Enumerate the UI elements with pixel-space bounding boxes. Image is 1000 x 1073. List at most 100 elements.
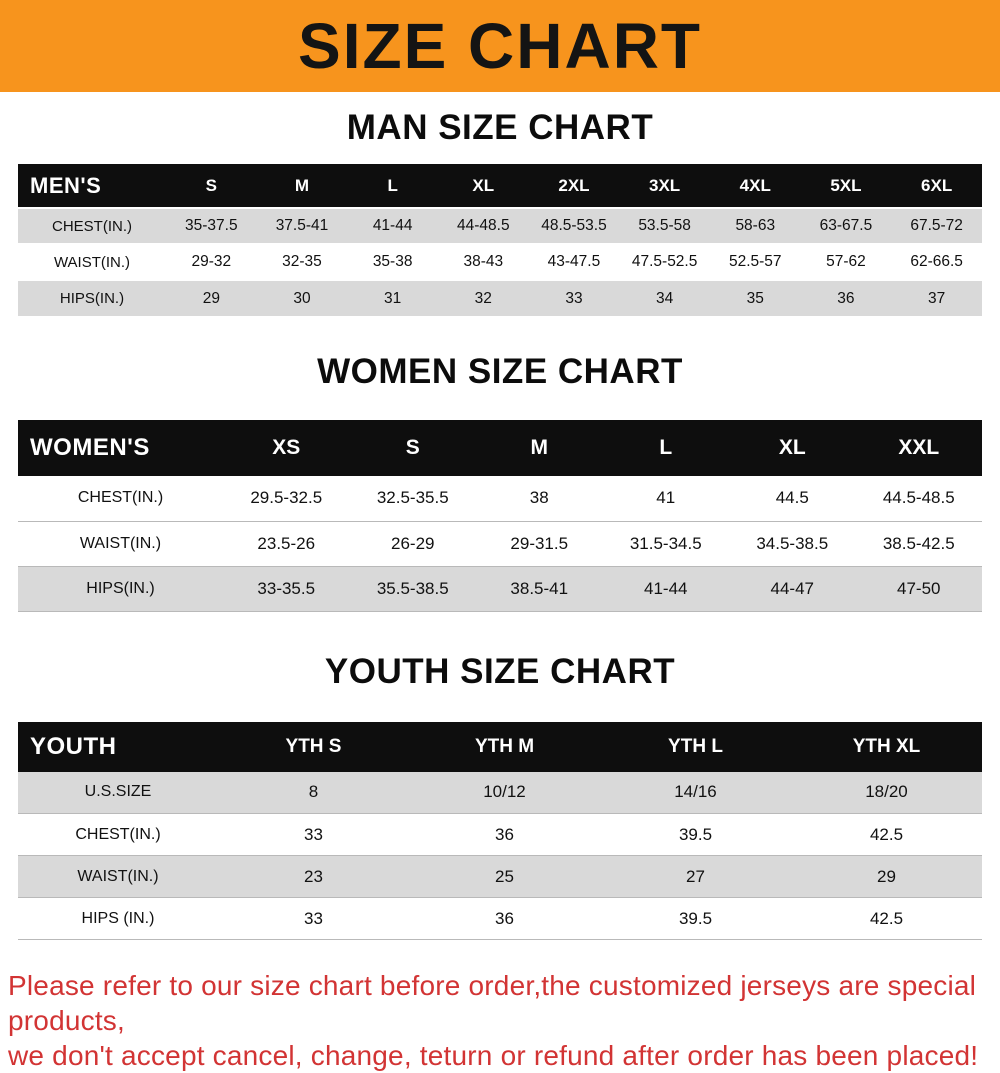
table-row: WAIST(IN.) 23 25 27 29 [18,855,982,898]
table-cell: 31 [347,279,438,316]
table-cell: 41-44 [602,566,729,612]
row-label: WAIST(IN.) [18,243,166,280]
row-label: WAIST(IN.) [18,855,218,898]
women-size-table: WOMEN'S XS S M L XL XXL CHEST(IN.) 29.5-32.5 32.… [18,420,982,612]
table-cell: 35-38 [347,243,438,280]
table-cell: 27 [600,855,791,898]
table-cell: 48.5-53.5 [528,207,620,244]
table-cell: 38.5-41 [476,566,603,612]
table-cell: 23 [218,855,409,898]
table-cell: 33-35.5 [223,566,350,612]
column-header: S [349,420,476,476]
table-cell: 35.5-38.5 [349,566,476,612]
column-header: YTH L [600,721,791,772]
youth-size-chart-heading: YOUTH SIZE CHART [324,651,676,691]
table-title: YOUTH [18,721,218,772]
table-cell: 47.5-52.5 [619,243,710,280]
table-cell: 29-32 [166,243,257,280]
table-row: CHEST(IN.) 29.5-32.5 32.5-35.5 38 41 44.5 44.5… [18,476,982,522]
table-cell: 35-37.5 [166,207,257,244]
men-header-row: MEN'S S M L XL 2XL 3XL 4XL 5XL 6XL [18,164,982,208]
youth-size-table: YOUTH YTH S YTH M YTH L YTH XL U.S.SIZE 8 10/1… [18,721,982,940]
table-cell: 18/20 [791,771,982,814]
column-header: XL [729,420,856,476]
table-cell: 41 [602,476,729,522]
table-row: U.S.SIZE 8 10/12 14/16 18/20 [18,771,982,814]
table-cell: 33 [218,813,409,856]
table-cell: 26-29 [349,521,476,567]
table-cell: 10/12 [409,771,600,814]
man-size-chart-heading: MAN SIZE CHART [346,108,654,147]
order-policy-line2: we don't accept cancel, change, teturn o… [8,1040,979,1071]
table-cell: 8 [218,771,409,814]
table-cell: 62-66.5 [891,243,982,280]
table-cell: 39.5 [600,897,791,940]
table-cell: 37 [891,279,982,316]
column-header: S [166,164,257,208]
table-cell: 41-44 [347,207,438,244]
table-cell: 30 [256,279,348,316]
women-header-row: WOMEN'S XS S M L XL XXL [18,420,982,476]
table-cell: 32 [437,279,529,316]
table-row: CHEST(IN.) 35-37.5 37.5-41 41-44 44-48.5 48.5… [18,207,982,244]
table-cell: 32.5-35.5 [349,476,476,522]
table-cell: 34.5-38.5 [729,521,856,567]
table-cell: 31.5-34.5 [602,521,729,567]
table-row: CHEST(IN.) 33 36 39.5 42.5 [18,813,982,856]
table-cell: 29 [791,855,982,898]
table-title: MEN'S [18,164,166,208]
column-header: M [256,164,348,208]
table-cell: 38 [476,476,603,522]
table-cell: 33 [218,897,409,940]
table-cell: 67.5-72 [891,207,982,244]
table-cell: 23.5-26 [223,521,350,567]
table-cell: 34 [619,279,710,316]
column-header: L [602,420,729,476]
column-header: YTH M [409,721,600,772]
table-cell: 57-62 [800,243,892,280]
table-title: WOMEN'S [18,420,223,476]
row-label: U.S.SIZE [18,771,218,814]
row-label: CHEST(IN.) [18,813,218,856]
table-cell: 14/16 [600,771,791,814]
table-row: HIPS(IN.) 29 30 31 32 33 34 35 36 37 [18,279,982,316]
column-header: 5XL [800,164,892,208]
table-cell: 53.5-58 [619,207,710,244]
table-cell: 37.5-41 [256,207,348,244]
column-header: XXL [855,420,982,476]
table-row: HIPS (IN.) 33 36 39.5 42.5 [18,897,982,940]
size-chart-banner: SIZE CHART [0,0,1000,92]
table-cell: 36 [800,279,892,316]
column-header: 3XL [619,164,710,208]
table-cell: 36 [409,897,600,940]
table-cell: 33 [528,279,620,316]
table-cell: 58-63 [709,207,801,244]
table-cell: 38-43 [437,243,529,280]
row-label: CHEST(IN.) [18,476,223,522]
table-row: HIPS(IN.) 33-35.5 35.5-38.5 38.5-41 41-44 44-… [18,566,982,612]
column-header: 2XL [528,164,620,208]
table-cell: 44-48.5 [437,207,529,244]
table-cell: 29.5-32.5 [223,476,350,522]
table-cell: 39.5 [600,813,791,856]
table-cell: 29-31.5 [476,521,603,567]
table-cell: 44.5-48.5 [855,476,982,522]
column-header: M [476,420,603,476]
table-cell: 43-47.5 [528,243,620,280]
table-cell: 25 [409,855,600,898]
women-size-chart-heading: WOMEN SIZE CHART [317,352,683,391]
table-cell: 35 [709,279,801,316]
column-header: 4XL [709,164,801,208]
row-label: WAIST(IN.) [18,521,223,567]
row-label: CHEST(IN.) [18,207,166,244]
table-cell: 42.5 [791,813,982,856]
table-cell: 36 [409,813,600,856]
banner-title: SIZE CHART [298,10,702,82]
youth-header-row: YOUTH YTH S YTH M YTH L YTH XL [18,721,982,772]
table-cell: 47-50 [855,566,982,612]
column-header: XS [223,420,350,476]
table-cell: 42.5 [791,897,982,940]
row-label: HIPS(IN.) [18,566,223,612]
table-cell: 32-35 [256,243,348,280]
table-cell: 52.5-57 [709,243,801,280]
